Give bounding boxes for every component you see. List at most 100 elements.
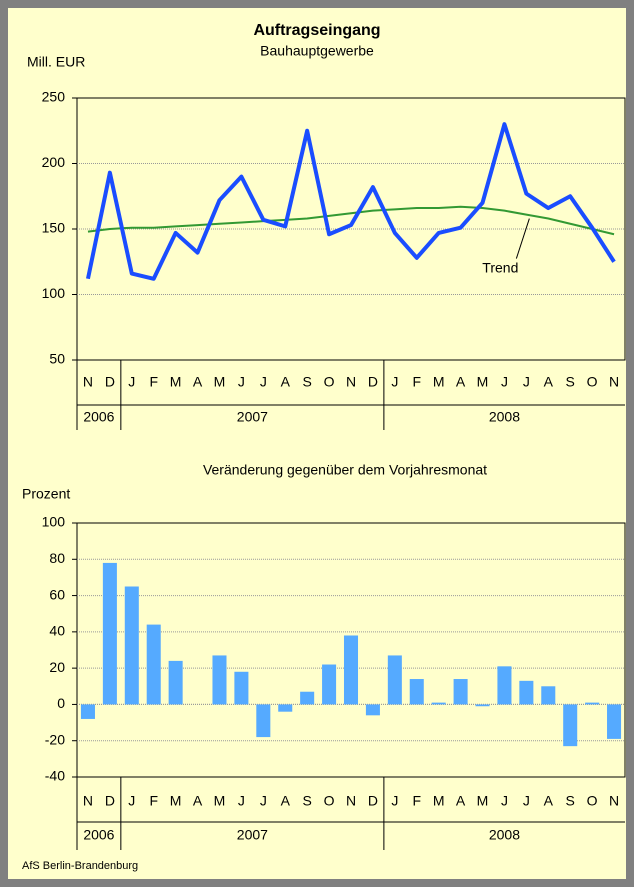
bar xyxy=(322,664,337,705)
year-label: 2006 xyxy=(83,827,114,843)
x-tick-label: N xyxy=(346,793,356,809)
x-tick-label: A xyxy=(544,793,554,809)
y-tick-label: 40 xyxy=(49,623,65,639)
x-tick-label: N xyxy=(609,793,619,809)
x-tick-label: A xyxy=(456,793,466,809)
bar xyxy=(212,655,227,705)
x-tick-label: S xyxy=(566,374,575,390)
annotation: Trend xyxy=(482,259,518,275)
plot-area xyxy=(76,522,626,778)
bar xyxy=(234,671,249,705)
x-tick-label: D xyxy=(368,793,378,809)
x-tick-label: A xyxy=(456,374,466,390)
bar xyxy=(519,680,534,705)
panel xyxy=(8,8,626,879)
bar xyxy=(607,704,622,739)
x-tick-label: N xyxy=(346,374,356,390)
x-tick-label: S xyxy=(302,793,311,809)
x-tick-label: A xyxy=(193,793,203,809)
y-tick-label: 60 xyxy=(49,586,65,602)
x-tick-label: O xyxy=(587,374,598,390)
x-tick-label: J xyxy=(238,793,245,809)
bar xyxy=(343,635,359,705)
x-tick-label: D xyxy=(105,793,115,809)
x-tick-label: J xyxy=(391,374,398,390)
bar xyxy=(409,679,424,705)
bar xyxy=(431,702,446,705)
x-tick-label: M xyxy=(477,793,489,809)
x-tick-label: J xyxy=(260,793,267,809)
y-tick-label: 200 xyxy=(42,154,66,170)
y-tick-label: 80 xyxy=(49,550,65,566)
x-tick-label: J xyxy=(501,793,508,809)
x-tick-label: J xyxy=(128,793,135,809)
x-tick-label: J xyxy=(523,793,530,809)
x-tick-label: N xyxy=(83,374,93,390)
bar xyxy=(365,704,380,716)
annotation-leader xyxy=(515,218,530,259)
bar xyxy=(278,704,293,712)
bar xyxy=(80,704,95,719)
bar xyxy=(497,666,512,705)
y-axis-label: Prozent xyxy=(22,486,70,502)
y-tick-label: -20 xyxy=(45,731,65,747)
y-tick-label: 50 xyxy=(49,351,65,367)
y-axis-label: Mill. EUR xyxy=(27,54,85,70)
bar xyxy=(563,704,578,747)
x-tick-label: M xyxy=(170,374,182,390)
y-tick-label: 100 xyxy=(42,514,66,530)
x-tick-label: A xyxy=(281,793,291,809)
x-tick-label: J xyxy=(260,374,267,390)
x-tick-label: J xyxy=(523,374,530,390)
bar xyxy=(475,704,490,707)
bar xyxy=(300,691,315,705)
chart-title: Veränderung gegenüber dem Vorjahresmonat xyxy=(203,462,487,478)
bar xyxy=(168,660,183,705)
x-tick-label: A xyxy=(193,374,203,390)
x-tick-label: S xyxy=(566,793,575,809)
x-tick-label: F xyxy=(412,793,421,809)
x-tick-label: F xyxy=(149,793,158,809)
x-tick-label: N xyxy=(609,374,619,390)
x-tick-label: O xyxy=(587,793,598,809)
year-label: 2007 xyxy=(237,409,268,425)
bar xyxy=(541,686,556,705)
x-tick-label: M xyxy=(214,374,226,390)
year-label: 2008 xyxy=(489,827,520,843)
year-label: 2007 xyxy=(237,827,268,843)
x-tick-label: A xyxy=(281,374,291,390)
chart-subtitle: Bauhauptgewerbe xyxy=(260,43,374,59)
y-tick-label: 0 xyxy=(57,695,65,711)
x-tick-label: F xyxy=(412,374,421,390)
x-tick-label: J xyxy=(128,374,135,390)
x-tick-label: F xyxy=(149,374,158,390)
bar xyxy=(256,704,271,738)
y-tick-label: -40 xyxy=(45,768,65,784)
x-tick-label: O xyxy=(324,374,335,390)
bar xyxy=(453,679,468,705)
x-tick-label: M xyxy=(170,793,182,809)
bar xyxy=(387,655,402,705)
bar xyxy=(585,702,600,705)
x-tick-label: M xyxy=(433,374,445,390)
x-tick-label: S xyxy=(302,374,311,390)
x-tick-label: J xyxy=(391,793,398,809)
source: AfS Berlin-Brandenburg xyxy=(22,860,138,872)
chart-title: Auftragseingang xyxy=(253,22,380,39)
x-tick-label: M xyxy=(477,374,489,390)
x-tick-label: D xyxy=(105,374,115,390)
x-tick-label: J xyxy=(238,374,245,390)
data-line xyxy=(86,122,616,281)
year-label: 2008 xyxy=(489,409,520,425)
y-tick-label: 100 xyxy=(42,285,66,301)
x-tick-label: M xyxy=(214,793,226,809)
x-tick-label: M xyxy=(433,793,445,809)
x-tick-label: D xyxy=(368,374,378,390)
x-tick-label: N xyxy=(83,793,93,809)
y-tick-label: 250 xyxy=(42,89,66,105)
bar xyxy=(146,624,161,705)
y-tick-label: 20 xyxy=(49,659,65,675)
x-tick-label: O xyxy=(324,793,335,809)
y-tick-label: 150 xyxy=(42,220,66,236)
